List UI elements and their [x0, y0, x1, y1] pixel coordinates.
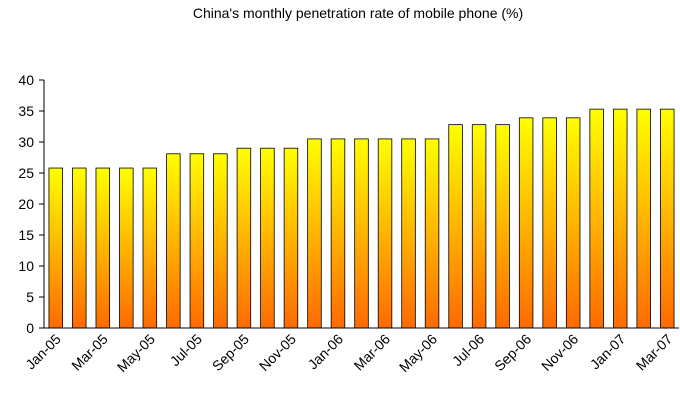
y-tick-label: 40 [18, 72, 34, 88]
bar [495, 124, 510, 329]
y-tick-label: 5 [26, 289, 34, 305]
x-tick-label: Jul-06 [449, 331, 487, 369]
bar [448, 124, 463, 329]
x-tick-label: Nov-06 [538, 331, 581, 374]
y-tick-label: 10 [18, 258, 34, 274]
bar [377, 138, 393, 329]
bar [424, 138, 440, 329]
bar [401, 138, 416, 329]
bar [518, 117, 534, 329]
x-tick-label: Sep-05 [209, 331, 252, 374]
bar [166, 153, 181, 329]
bar [612, 108, 628, 329]
bar [636, 108, 651, 329]
chart-title: China's monthly penetration rate of mobi… [193, 5, 523, 21]
bar [660, 108, 675, 329]
x-tick-label: Jul-05 [167, 331, 205, 369]
x-tick-label: Jan-06 [305, 331, 347, 373]
bar [72, 167, 87, 329]
x-tick-label: Sep-06 [491, 331, 534, 374]
y-tick-label: 15 [18, 227, 34, 243]
bar [330, 138, 346, 329]
x-tick-label: Jan-05 [22, 331, 64, 373]
x-tick-label: Mar-06 [350, 331, 393, 374]
bar [142, 167, 158, 329]
bar [307, 138, 322, 329]
bar [95, 167, 111, 329]
bar [260, 147, 275, 329]
bar [565, 117, 581, 329]
x-tick-label: Mar-05 [68, 331, 111, 374]
bar [119, 167, 134, 329]
x-tick-label: May-05 [114, 331, 158, 375]
x-tick-label: Jan-07 [587, 331, 629, 373]
x-tick-label: Nov-05 [256, 331, 299, 374]
bar [189, 153, 205, 329]
y-tick-label: 20 [18, 196, 34, 212]
y-tick-label: 35 [18, 103, 34, 119]
bar [542, 117, 557, 329]
bar [589, 108, 604, 329]
y-tick-label: 0 [26, 320, 34, 336]
bar [354, 138, 369, 329]
bar [283, 147, 299, 329]
bar [48, 167, 63, 329]
x-tick-label: Mar-07 [633, 331, 676, 374]
bar [236, 147, 252, 329]
x-tick-label: May-06 [396, 331, 440, 375]
bar [213, 153, 228, 329]
y-tick-label: 30 [18, 134, 34, 150]
bar [471, 124, 487, 329]
y-tick-label: 25 [18, 165, 34, 181]
